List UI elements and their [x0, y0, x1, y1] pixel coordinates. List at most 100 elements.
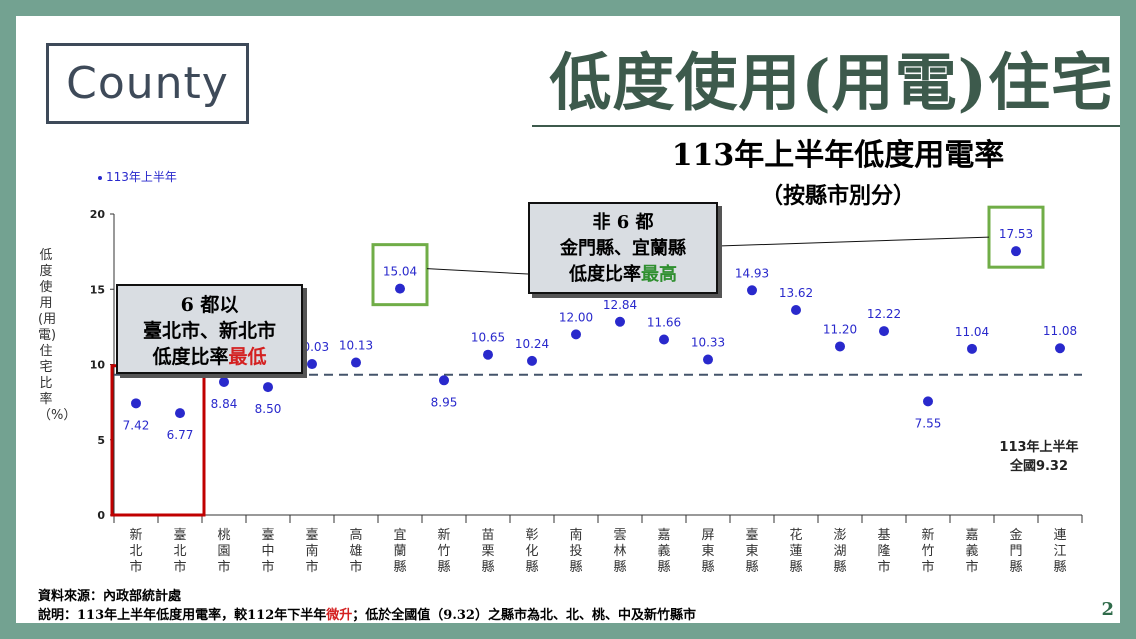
- data-point: [703, 354, 713, 365]
- national-note-line2: 全國9.32: [1009, 459, 1069, 474]
- legend-marker: [98, 175, 102, 180]
- national-note-line1: 113年上半年: [999, 440, 1079, 455]
- x-tick-label-char: 市: [921, 559, 934, 575]
- x-tick-label-char: 嘉: [965, 528, 978, 543]
- callout-six-line3: 低度比率最低: [118, 344, 301, 370]
- data-point: [923, 396, 933, 407]
- x-tick-label-char: 花: [789, 527, 802, 543]
- x-tick-label-char: 投: [569, 543, 582, 559]
- data-label: 15.04: [383, 265, 417, 279]
- x-tick-label-char: 北: [173, 544, 186, 559]
- x-tick-label-char: 縣: [437, 560, 450, 575]
- chart-subtitle: （按縣市別分）: [760, 183, 915, 209]
- callout-non-six-line2: 金門縣、宜蘭縣: [560, 238, 686, 259]
- callout-six-cities: 6 都以 臺北市、新北市 低度比率最低: [116, 284, 303, 374]
- x-tick-label-char: 竹: [437, 544, 450, 559]
- x-tick-label-char: 栗: [481, 544, 494, 559]
- data-point: [791, 305, 801, 316]
- x-tick-label-char: 連: [1053, 528, 1066, 543]
- data-label: 10.03: [295, 340, 329, 354]
- data-point: [395, 283, 405, 294]
- data-point: [835, 341, 845, 352]
- y-tick-label: 10: [90, 359, 106, 372]
- x-tick-label-char: 義: [965, 543, 978, 559]
- x-tick-label-char: 林: [613, 544, 626, 559]
- page-number: 2: [1101, 599, 1114, 620]
- x-tick-label-char: 縣: [1009, 560, 1022, 575]
- x-tick-label-char: 門: [1009, 544, 1022, 559]
- data-label: 11.08: [1043, 324, 1077, 338]
- data-label: 8.50: [255, 402, 282, 416]
- x-tick-label-char: 臺: [745, 528, 758, 543]
- y-tick-label: 0: [97, 509, 105, 522]
- chart-title: 113年上半年低度用電率: [671, 138, 1005, 173]
- x-tick-label-char: 縣: [701, 560, 714, 575]
- data-label: 12.00: [559, 310, 593, 324]
- callout-non-six-leader-yilan: [426, 268, 529, 275]
- x-tick-label-char: 屏: [701, 528, 714, 543]
- x-tick-label-char: 縣: [833, 560, 846, 575]
- x-tick-label-char: 市: [877, 559, 890, 575]
- data-label: 14.93: [735, 266, 769, 280]
- footer-source: 資料來源：內政部統計處: [38, 589, 182, 604]
- x-tick-label-char: 市: [349, 559, 362, 575]
- footer-note-prefix: 說明：113年上半年低度用電率，較112年下半年: [38, 608, 327, 623]
- footer-note-suffix: ；低於全國值（9.32）之縣市為北、北、桃、中及新竹縣市: [352, 608, 696, 623]
- callout-six-line1: 6 都以: [180, 294, 239, 316]
- x-tick-label-char: 東: [701, 543, 714, 559]
- data-point: [747, 285, 757, 296]
- x-tick-label-char: 蘭: [393, 543, 406, 559]
- data-point: [1055, 343, 1065, 354]
- callout-six-line2: 臺北市、新北市: [142, 320, 276, 342]
- footer-note: 說明：113年上半年低度用電率，較112年下半年微升；低於全國值（9.32）之縣…: [38, 604, 696, 623]
- x-tick-label-char: 縣: [657, 560, 670, 575]
- x-tick-label-char: 高: [349, 527, 362, 543]
- x-tick-label-char: 縣: [1053, 560, 1066, 575]
- y-tick-label: 15: [90, 283, 105, 296]
- x-tick-label-char: 義: [657, 543, 670, 559]
- highlight-box-green: [371, 243, 429, 307]
- x-tick-label-char: 臺: [261, 528, 274, 543]
- data-label: 13.62: [779, 286, 813, 300]
- x-tick-label-char: 縣: [525, 560, 538, 575]
- x-tick-label-char: 澎: [833, 528, 846, 543]
- y-tick-label: 20: [90, 208, 106, 221]
- x-tick-label-char: 基: [877, 528, 890, 543]
- data-label: 17.53: [999, 227, 1033, 241]
- x-tick-label-char: 新: [921, 527, 934, 543]
- callout-six-line3-prefix: 低度比率: [152, 346, 229, 368]
- data-label: 11.04: [955, 325, 989, 339]
- data-point: [615, 316, 625, 327]
- x-tick-label-char: 中: [261, 544, 274, 559]
- x-tick-label-char: 江: [1053, 544, 1066, 559]
- callout-non-six-line3: 低度比率最高: [530, 262, 716, 288]
- x-tick-label-char: 縣: [393, 560, 406, 575]
- x-tick-label-char: 桃: [217, 528, 230, 543]
- x-tick-label-char: 園: [217, 544, 230, 559]
- data-point: [263, 382, 273, 393]
- title-divider: [532, 125, 1120, 127]
- data-point: [219, 376, 229, 387]
- footer-note-highlight: 微升: [326, 608, 353, 623]
- data-label: 10.65: [471, 331, 505, 345]
- data-point: [131, 398, 141, 409]
- data-label: 8.95: [431, 395, 458, 409]
- data-label: 11.66: [647, 316, 681, 330]
- x-tick-label-char: 新: [129, 527, 142, 543]
- county-logo: County: [46, 43, 249, 124]
- callout-non-six-highlight: 最高: [641, 264, 677, 285]
- callout-non-six-leader-kinmen: [717, 236, 990, 247]
- data-label: 12.22: [867, 307, 901, 321]
- x-tick-label-char: 臺: [173, 528, 186, 543]
- data-point: [527, 355, 537, 366]
- x-tick-label-char: 市: [305, 559, 318, 575]
- x-tick-label-char: 市: [217, 559, 230, 575]
- data-point: [967, 343, 977, 354]
- x-tick-label-char: 縣: [481, 560, 494, 575]
- x-tick-label-char: 金: [1009, 527, 1022, 543]
- callout-non-six-line3-prefix: 低度比率: [569, 264, 641, 285]
- slide: County 低度使用(用電)住宅 113年上半年低度用電率 （按縣市別分） 1…: [16, 16, 1120, 623]
- data-label: 12.84: [603, 298, 637, 312]
- data-point: [307, 359, 317, 370]
- x-tick-label-char: 縣: [569, 560, 582, 575]
